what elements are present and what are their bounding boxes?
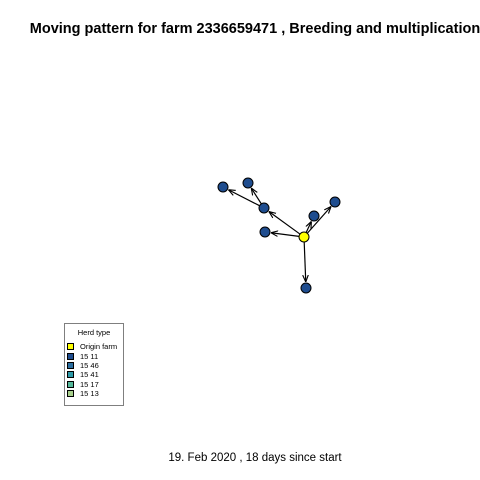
farm-node-n7 [300, 282, 312, 294]
legend-swatch [67, 343, 74, 351]
edge-origin-n6 [306, 206, 331, 234]
legend: Herd type Origin farm 15 11 15 46 15 41 … [64, 323, 124, 406]
edges-layer [228, 188, 331, 282]
farm-node-n2 [242, 177, 254, 189]
legend-label: 15 13 [80, 389, 99, 399]
legend-label: Origin farm [80, 342, 118, 352]
edge-origin-n3 [269, 212, 301, 235]
edge-origin-n7 [304, 241, 306, 282]
farm-node-n6 [329, 196, 341, 208]
legend-label: 15 41 [80, 370, 99, 380]
edge-origin-n4 [271, 233, 300, 237]
legend-item-origin-farm: Origin farm [67, 342, 117, 351]
date-caption: 19. Feb 2020 , 18 days since start [168, 452, 342, 464]
legend-item-15-46: 15 46 [67, 361, 117, 370]
legend-item-15-13: 15 13 [67, 389, 117, 398]
legend-items: Origin farm 15 11 15 46 15 41 15 17 15 1… [67, 342, 117, 398]
farm-node-n5 [308, 210, 320, 222]
legend-label: 15 11 [80, 351, 99, 361]
legend-swatch [67, 361, 74, 369]
legend-item-15-11: 15 11 [67, 351, 117, 361]
edge-origin-n5 [306, 221, 311, 233]
legend-swatch [67, 371, 74, 379]
legend-label: 15 46 [80, 360, 99, 370]
edge-n3-n1 [228, 190, 260, 207]
legend-title: Herd type [77, 328, 111, 337]
legend-swatch [67, 352, 74, 360]
legend-item-15-17: 15 17 [67, 380, 117, 389]
farm-node-n1 [217, 181, 229, 193]
origin-farm-node [298, 231, 310, 243]
farm-node-n3 [258, 202, 270, 214]
legend-label: 15 17 [80, 379, 99, 389]
legend-swatch [67, 390, 74, 398]
plot-title: Moving pattern for farm 2336659471 , Bre… [29, 21, 480, 37]
edge-n3-n2 [251, 188, 262, 205]
farm-node-n4 [259, 226, 271, 238]
nodes-layer [217, 177, 341, 294]
legend-swatch [67, 380, 74, 388]
legend-item-15-41: 15 41 [67, 370, 117, 379]
